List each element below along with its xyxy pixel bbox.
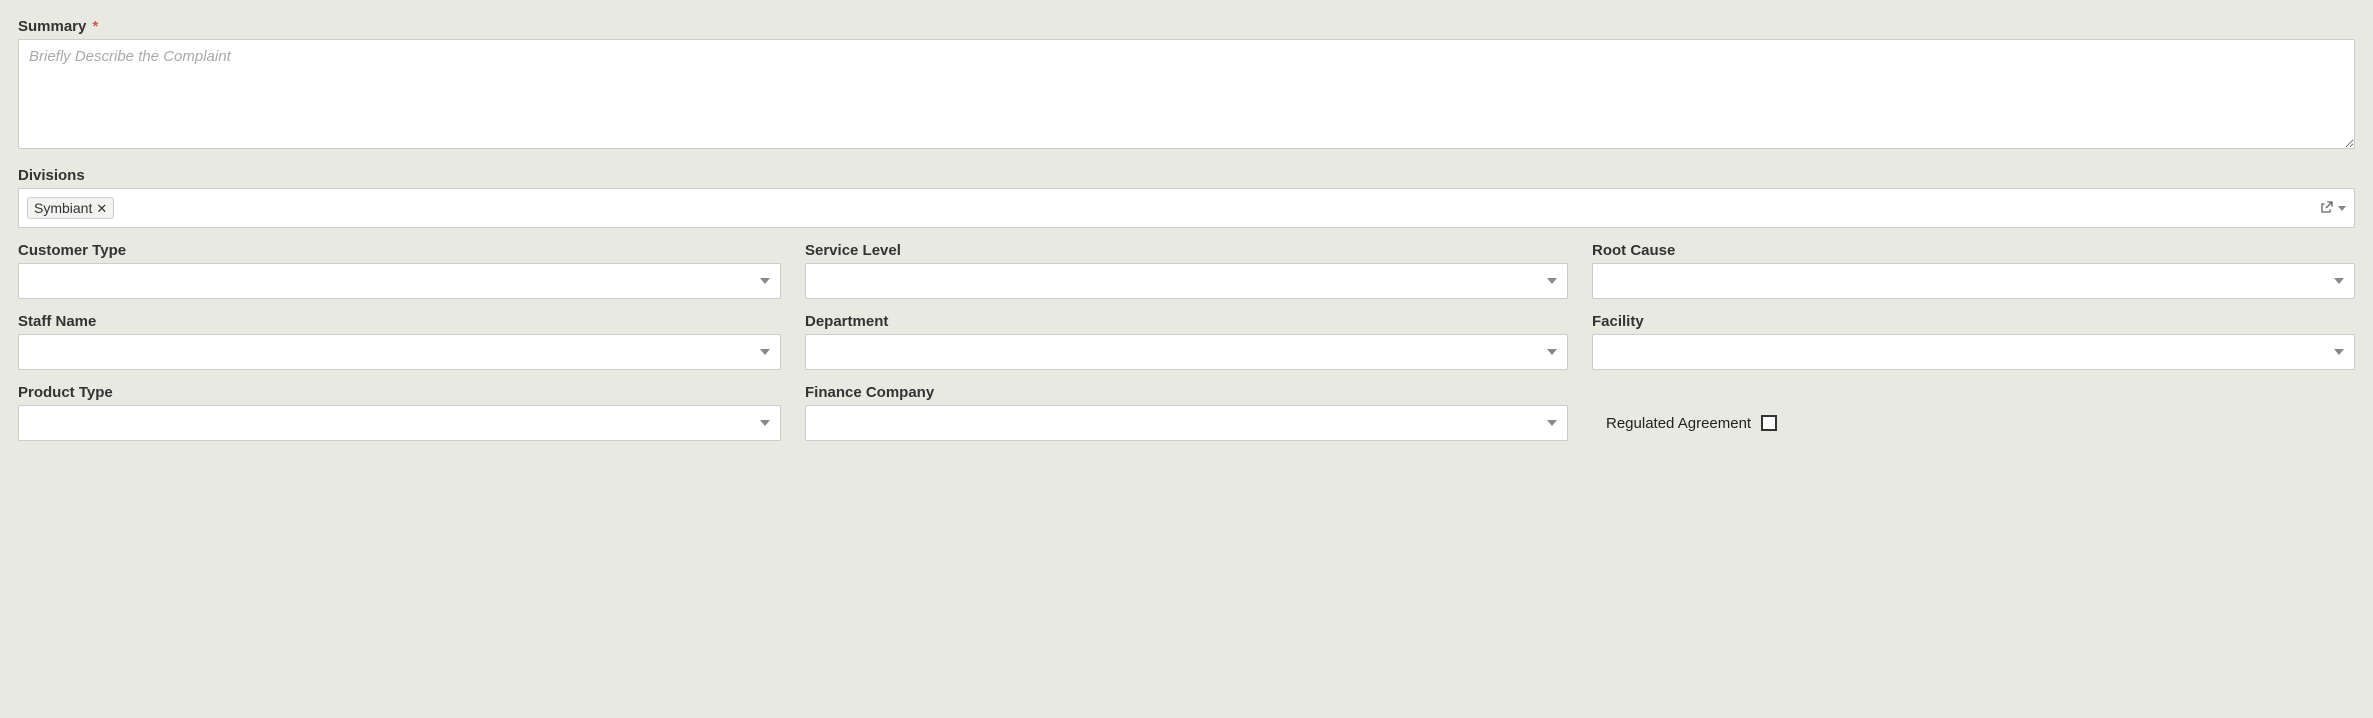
required-marker: * — [93, 18, 99, 35]
chevron-down-icon — [760, 278, 770, 284]
department-field: Department — [805, 313, 1568, 370]
finance-company-select[interactable] — [805, 405, 1568, 441]
staff-name-label: Staff Name — [18, 313, 781, 330]
summary-label: Summary — [18, 18, 86, 35]
facility-label: Facility — [1592, 313, 2355, 330]
chevron-down-icon — [1547, 349, 1557, 355]
customer-type-select[interactable] — [18, 263, 781, 299]
chevron-down-icon — [1547, 420, 1557, 426]
regulated-agreement-spacer — [1592, 384, 2355, 401]
product-type-field: Product Type — [18, 384, 781, 441]
root-cause-label: Root Cause — [1592, 242, 2355, 259]
summary-input[interactable] — [18, 39, 2355, 149]
facility-field: Facility — [1592, 313, 2355, 370]
regulated-agreement-label: Regulated Agreement — [1606, 415, 1751, 432]
department-label: Department — [805, 313, 1568, 330]
divisions-label: Divisions — [18, 167, 2355, 184]
open-external-icon[interactable] — [2318, 200, 2334, 216]
facility-select[interactable] — [1592, 334, 2355, 370]
staff-name-select[interactable] — [18, 334, 781, 370]
regulated-agreement-checkbox[interactable] — [1761, 415, 1777, 431]
division-chip-label: Symbiant — [34, 200, 92, 216]
product-type-label: Product Type — [18, 384, 781, 401]
regulated-agreement-row[interactable]: Regulated Agreement — [1592, 405, 2355, 441]
summary-label-row: Summary * — [18, 18, 2355, 35]
staff-name-field: Staff Name — [18, 313, 781, 370]
complaint-form: Summary * Divisions Symbiant ✕ Customer … — [0, 0, 2373, 469]
divisions-dropdown-icon[interactable] — [2338, 206, 2346, 211]
fields-grid: Customer Type Service Level Root Cause S… — [18, 242, 2355, 441]
service-level-field: Service Level — [805, 242, 1568, 299]
service-level-select[interactable] — [805, 263, 1568, 299]
root-cause-select[interactable] — [1592, 263, 2355, 299]
department-select[interactable] — [805, 334, 1568, 370]
customer-type-label: Customer Type — [18, 242, 781, 259]
finance-company-field: Finance Company — [805, 384, 1568, 441]
divisions-input[interactable]: Symbiant ✕ — [18, 188, 2355, 228]
customer-type-field: Customer Type — [18, 242, 781, 299]
chevron-down-icon — [2334, 278, 2344, 284]
division-chip[interactable]: Symbiant ✕ — [27, 197, 114, 219]
finance-company-label: Finance Company — [805, 384, 1568, 401]
divisions-actions — [2318, 200, 2346, 216]
chevron-down-icon — [760, 349, 770, 355]
chevron-down-icon — [2334, 349, 2344, 355]
service-level-label: Service Level — [805, 242, 1568, 259]
chevron-down-icon — [760, 420, 770, 426]
root-cause-field: Root Cause — [1592, 242, 2355, 299]
regulated-agreement-field: Regulated Agreement — [1592, 384, 2355, 441]
remove-chip-icon[interactable]: ✕ — [96, 202, 107, 215]
summary-field: Summary * — [18, 18, 2355, 153]
chevron-down-icon — [1547, 278, 1557, 284]
product-type-select[interactable] — [18, 405, 781, 441]
divisions-field: Divisions Symbiant ✕ — [18, 167, 2355, 228]
